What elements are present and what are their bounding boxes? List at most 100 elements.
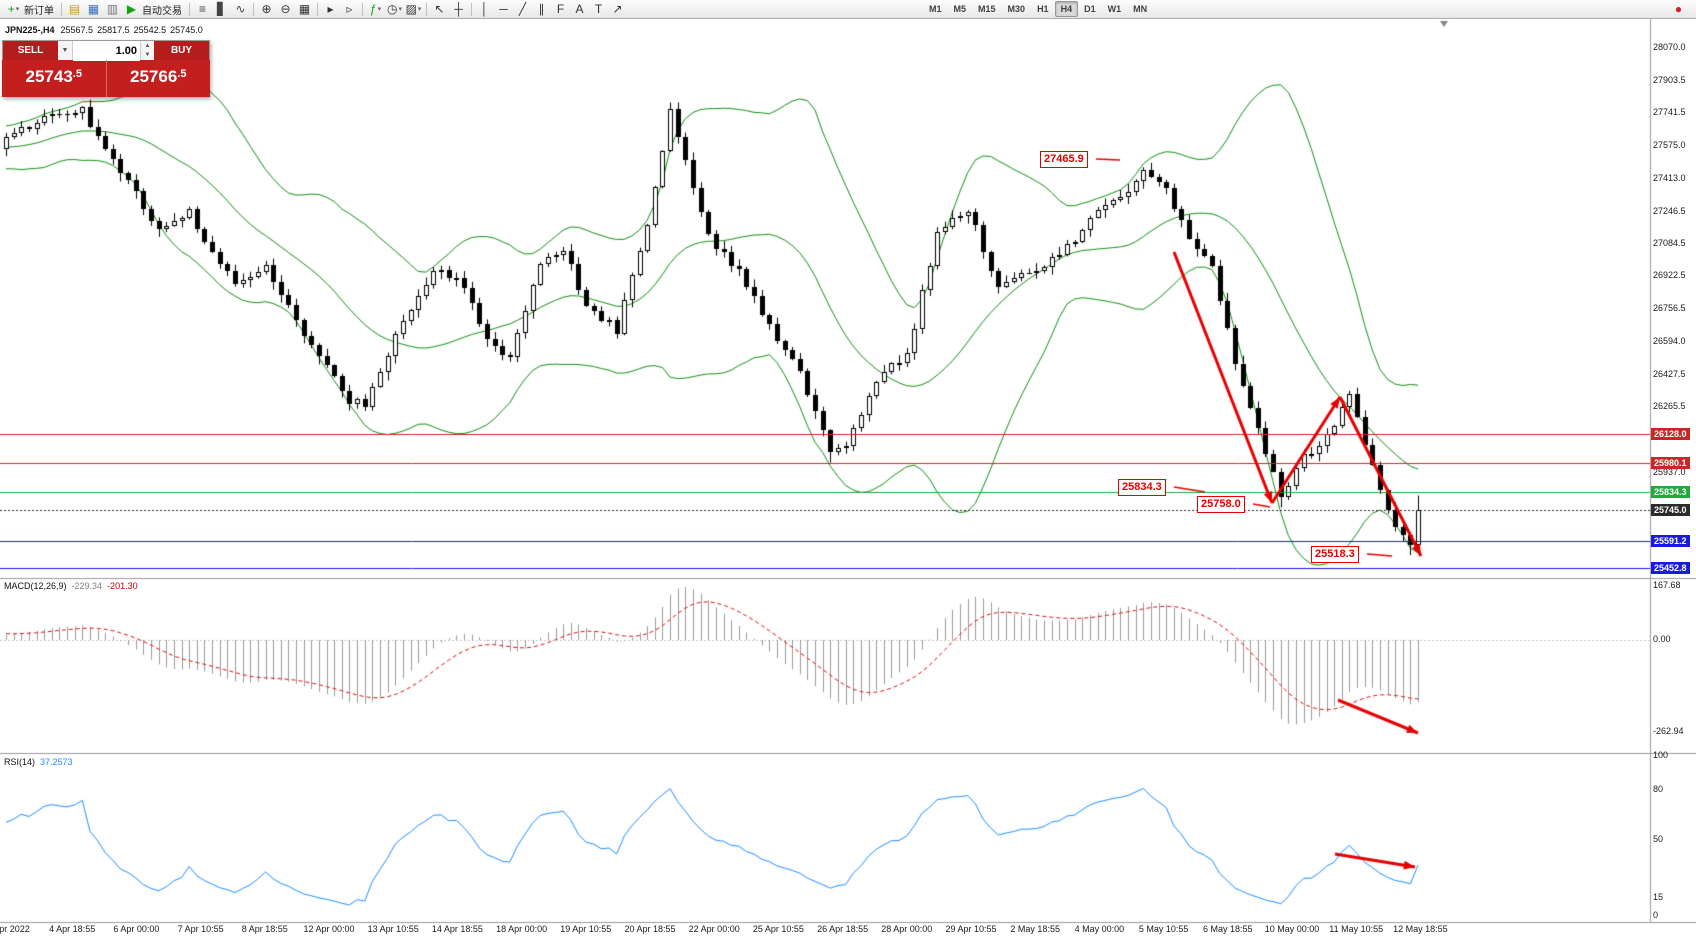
arrows-button[interactable]: ↗ [608,1,627,17]
new-order-button[interactable]: + ▾ [4,1,23,17]
price-annotation[interactable]: 25518.3 [1311,546,1359,563]
sell-button[interactable]: SELL [3,41,58,60]
time-axis-label: 20 Apr 18:55 [624,924,676,934]
timeframe-d1[interactable]: D1 [1084,4,1096,14]
indicators-button[interactable]: ƒ ▾ [366,1,385,17]
line-chart-icon[interactable]: ∿ [231,1,250,17]
auto-scroll-button[interactable]: ▸ [321,1,340,17]
timeframe-h4[interactable]: H4 [1054,1,1079,17]
channel-button[interactable]: ∥ [532,1,551,17]
timeframe-h1[interactable]: H1 [1037,4,1049,14]
zoom-out-button[interactable]: ⊖ [276,1,295,17]
price-axis-label: 26427.5 [1653,368,1686,379]
timeframe-m5[interactable]: M5 [953,4,967,14]
timeframe-m15[interactable]: M15 [978,4,996,14]
macd-scale-label: 167.68 [1653,580,1681,590]
price-annotation[interactable]: 25834.3 [1118,479,1166,496]
market-watch-icon[interactable]: ▦ [84,1,103,17]
templates-button[interactable]: ▨ ▾ [404,1,423,17]
volume-down-icon[interactable]: ▼ [144,52,151,59]
time-axis-label: 6 Apr 00:00 [113,924,160,934]
bid-price[interactable]: 25743.5 [2,60,107,97]
candlestick-chart-icon-glyph: ▋ [216,2,227,16]
symbol-low: 25542.5 [133,25,167,35]
vertical-line-button[interactable]: │ [475,1,494,17]
fibonacci-button-glyph: F [556,2,565,16]
periods-button[interactable]: ◷ ▾ [385,1,404,17]
timeframe-mn[interactable]: MN [1133,4,1148,14]
profiles-icon[interactable]: ▤ [65,1,84,17]
buy-button[interactable]: BUY [154,41,209,60]
terminal-icon-glyph: ▥ [106,2,119,16]
time-axis-label: 4 May 00:00 [1074,924,1125,934]
time-axis-label: 26 Apr 18:55 [817,924,869,934]
dropdown-arrow-icon: ▾ [417,6,422,13]
ask-price[interactable]: 25766.5 [107,60,211,97]
bar-chart-icon-glyph: ≡ [198,2,206,16]
bid-pip-digits: .5 [72,68,82,80]
time-axis-label: 11 May 10:55 [1329,924,1384,934]
rsi-scale-label: 15 [1653,892,1664,902]
dropdown-arrow-icon: ▾ [377,6,382,13]
price-annotation[interactable]: 25758.0 [1197,496,1245,513]
volume-dropdown-button[interactable]: ▼ [58,41,73,60]
volume-up-icon[interactable]: ▲ [144,42,151,49]
autotrading-button-label[interactable]: 自动交易 [142,5,182,17]
price-axis-label: 28070.0 [1653,41,1686,52]
label-button[interactable]: T [589,1,608,17]
symbol-close: 25745.0 [170,25,203,35]
toolbar: + ▾ 新订单 ▤ ▦ ▥ ▶ 自动交易 ≡ ▋ ∿ ⊕ ⊖ ▦ ▸ ▹ ƒ ▾ ◷ ▾ ▨ ▾ ↖ ┼ │ ─ ╱ ∥ F A T ↗ M1 M… [0,0,1696,19]
time-axis-label: 4 Apr 18:55 [49,924,96,934]
ask-pip-digits: .5 [177,68,187,80]
time-axis-label: 25 Apr 10:55 [752,924,804,934]
alert-icon[interactable]: ● [1669,1,1688,17]
price-axis-label: 26922.5 [1653,270,1686,281]
rsi-scale-label: 0 [1653,910,1659,920]
price-level-badge: 25591.2 [1651,534,1690,547]
timeframe-w1[interactable]: W1 [1107,4,1122,14]
timeframe-m30[interactable]: M30 [1007,4,1026,14]
price-level-badge: 25745.0 [1651,503,1690,516]
autotrading-button[interactable]: ▶ [122,1,141,17]
chart-shift-button[interactable]: ▹ [340,1,359,17]
new-order-button-label[interactable]: 新订单 [24,5,54,17]
zoom-in-button[interactable]: ⊕ [257,1,276,17]
price-axis-label: 27575.0 [1653,140,1686,151]
time-axis-label: 29 Apr 10:55 [945,924,997,934]
symbol-ohlc-info: JPN225-,H4 25567.5 25817.5 25542.5 25745.0 [5,25,207,35]
symbol-open: 25567.5 [60,25,94,35]
symbol-name: JPN225-,H4 [5,25,55,35]
toolbar-separator [426,2,427,16]
alert-icon-glyph: ● [1674,2,1683,16]
macd-indicator-label: MACD(12,26,9) -229.34 -201.30 [4,581,138,591]
indicators-button-glyph: ƒ [369,2,377,16]
cursor-button[interactable]: ↖ [430,1,449,17]
toolbar-separator [189,2,190,16]
tile-windows-button[interactable]: ▦ [295,1,314,17]
volume-input[interactable] [73,41,140,61]
price-annotation[interactable]: 27465.9 [1040,151,1088,168]
cursor-button-glyph: ↖ [434,2,445,16]
toolbar-right: ● [1669,1,1692,17]
macd-signal-value: -201.30 [107,581,138,591]
crosshair-button[interactable]: ┼ [449,1,468,17]
timeframe-m1[interactable]: M1 [929,4,942,14]
toolbar-separator [61,2,62,16]
rsi-scale-label: 100 [1653,750,1669,760]
fibonacci-button[interactable]: F [551,1,570,17]
trendline-button[interactable]: ╱ [513,1,532,17]
text-button[interactable]: A [570,1,589,17]
dropdown-arrow-icon: ▾ [15,6,20,13]
price-axis-label: 27741.5 [1653,107,1686,118]
macd-scale-label: -262.94 [1653,726,1684,736]
candlestick-chart-icon[interactable]: ▋ [212,1,231,17]
toolbar-separator [471,2,472,16]
bar-chart-icon[interactable]: ≡ [193,1,212,17]
timeframe-toolbar: M1 M5 M15 M30 H1 H4 D1 W1 MN [923,1,1153,17]
horizontal-line-button[interactable]: ─ [494,1,513,17]
rsi-scale-label: 50 [1653,834,1664,844]
terminal-icon[interactable]: ▥ [103,1,122,17]
